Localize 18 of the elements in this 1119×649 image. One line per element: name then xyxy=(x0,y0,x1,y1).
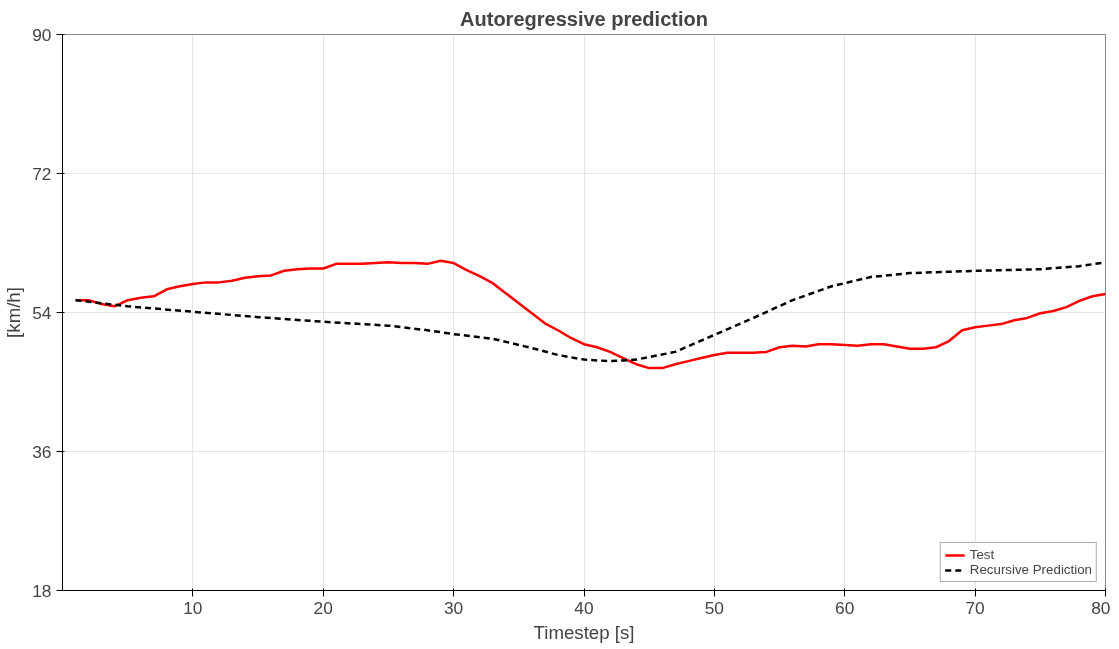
x-axis-title: Timestep [s] xyxy=(533,621,635,643)
y-axis-title: [km/h] xyxy=(3,287,25,338)
x-tick-label: 70 xyxy=(965,597,985,618)
y-tick-label: 54 xyxy=(32,302,52,323)
y-tick-label: 36 xyxy=(32,441,52,462)
x-tick-label: 30 xyxy=(443,597,464,618)
y-tick-label: 90 xyxy=(32,24,52,45)
legend-label: Test xyxy=(969,547,995,562)
x-tick-label: 20 xyxy=(313,597,333,618)
x-tick-label: 50 xyxy=(704,597,725,618)
y-tick-label: 18 xyxy=(32,580,52,601)
y-tick-label: 72 xyxy=(32,163,52,184)
x-tick-label: 60 xyxy=(835,597,855,618)
x-tick-label: 80 xyxy=(1091,597,1111,618)
x-tick-label: 40 xyxy=(574,597,594,618)
chart-title: Autoregressive prediction xyxy=(460,7,708,30)
legend-label: Recursive Prediction xyxy=(969,562,1092,577)
x-tick-label: 10 xyxy=(183,597,203,618)
